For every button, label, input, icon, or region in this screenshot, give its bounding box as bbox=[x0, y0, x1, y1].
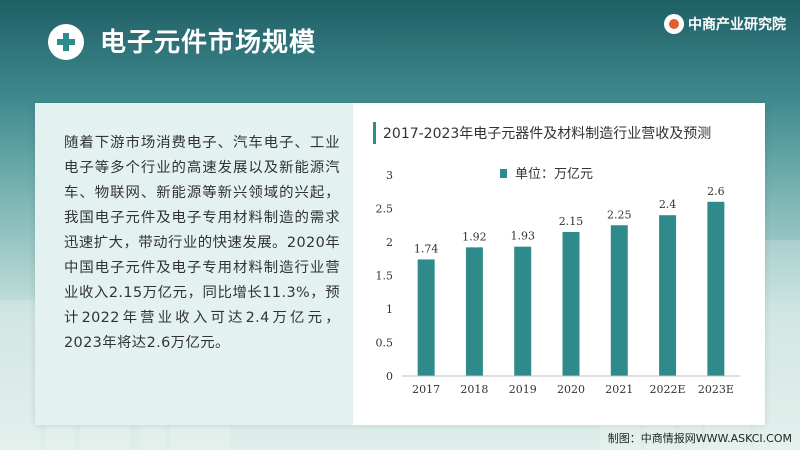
description-paragraph: 随着下游市场消费电子、汽车电子、工业电子等多个行业的高速发展以及新能源汽车、物联… bbox=[64, 135, 340, 351]
chart-title-accent bbox=[373, 122, 376, 144]
data-label-2023E: 2.6 bbox=[707, 185, 725, 198]
text-panel bbox=[35, 103, 353, 425]
legend-swatch bbox=[500, 169, 507, 178]
legend-label: 单位：万亿元 bbox=[515, 167, 593, 182]
logo-icon bbox=[664, 14, 684, 34]
x-tick-label: 2022E bbox=[650, 383, 686, 396]
chart-legend: 单位：万亿元 bbox=[500, 167, 593, 182]
y-axis: 0 0.5 1 1.5 2 2.5 3 bbox=[376, 169, 394, 383]
chart-title: 2017-2023年电子元器件及材料制造行业营收及预测 bbox=[383, 126, 712, 142]
bars: 1.74 1.92 1.93 2.15 2.25 2.4 2.6 bbox=[414, 185, 725, 376]
bar-2023E bbox=[707, 201, 725, 376]
data-label-2021: 2.25 bbox=[607, 208, 632, 221]
brand-logo: 中商产业研究院 bbox=[664, 12, 786, 36]
bar-2021 bbox=[610, 225, 628, 376]
y-tick-label: 2 bbox=[386, 236, 393, 249]
bar-2018 bbox=[465, 247, 483, 376]
y-tick-label: 0 bbox=[386, 370, 393, 383]
x-tick-label: 2023E bbox=[698, 383, 734, 396]
y-tick-label: 3 bbox=[386, 169, 393, 182]
data-label-2019: 1.93 bbox=[510, 230, 535, 243]
y-tick-label: 1.5 bbox=[376, 270, 394, 283]
x-tick-label: 2019 bbox=[509, 383, 537, 396]
data-label-2020: 2.15 bbox=[559, 215, 584, 228]
bar-2019 bbox=[514, 246, 532, 376]
bar-2017 bbox=[417, 259, 435, 376]
data-label-2022E: 2.4 bbox=[659, 198, 677, 211]
bar-chart: 单位：万亿元 0 0.5 1 1.5 2 2.5 3 1.74 1.92 1.93 2.15 2.2… bbox=[376, 167, 740, 396]
x-tick-label: 2021 bbox=[605, 383, 633, 396]
y-tick-label: 0.5 bbox=[376, 337, 394, 350]
y-tick-label: 1 bbox=[386, 303, 393, 316]
x-tick-label: 2017 bbox=[412, 383, 440, 396]
x-tick-label: 2018 bbox=[460, 383, 488, 396]
data-label-2018: 1.92 bbox=[462, 230, 487, 243]
data-label-2017: 1.74 bbox=[414, 242, 439, 255]
page-title: 电子元件市场规模 bbox=[100, 28, 317, 58]
plus-icon bbox=[48, 24, 84, 60]
bar-2020 bbox=[562, 231, 580, 376]
x-axis: 2017 2018 2019 2020 2021 2022E 2023E bbox=[412, 383, 734, 396]
y-tick-label: 2.5 bbox=[376, 203, 394, 216]
bar-2022E bbox=[659, 215, 677, 376]
source-credit: 制图：中商情报网WWW.ASKCI.COM bbox=[607, 432, 792, 445]
x-tick-label: 2020 bbox=[557, 383, 585, 396]
logo-text: 中商产业研究院 bbox=[688, 17, 786, 33]
